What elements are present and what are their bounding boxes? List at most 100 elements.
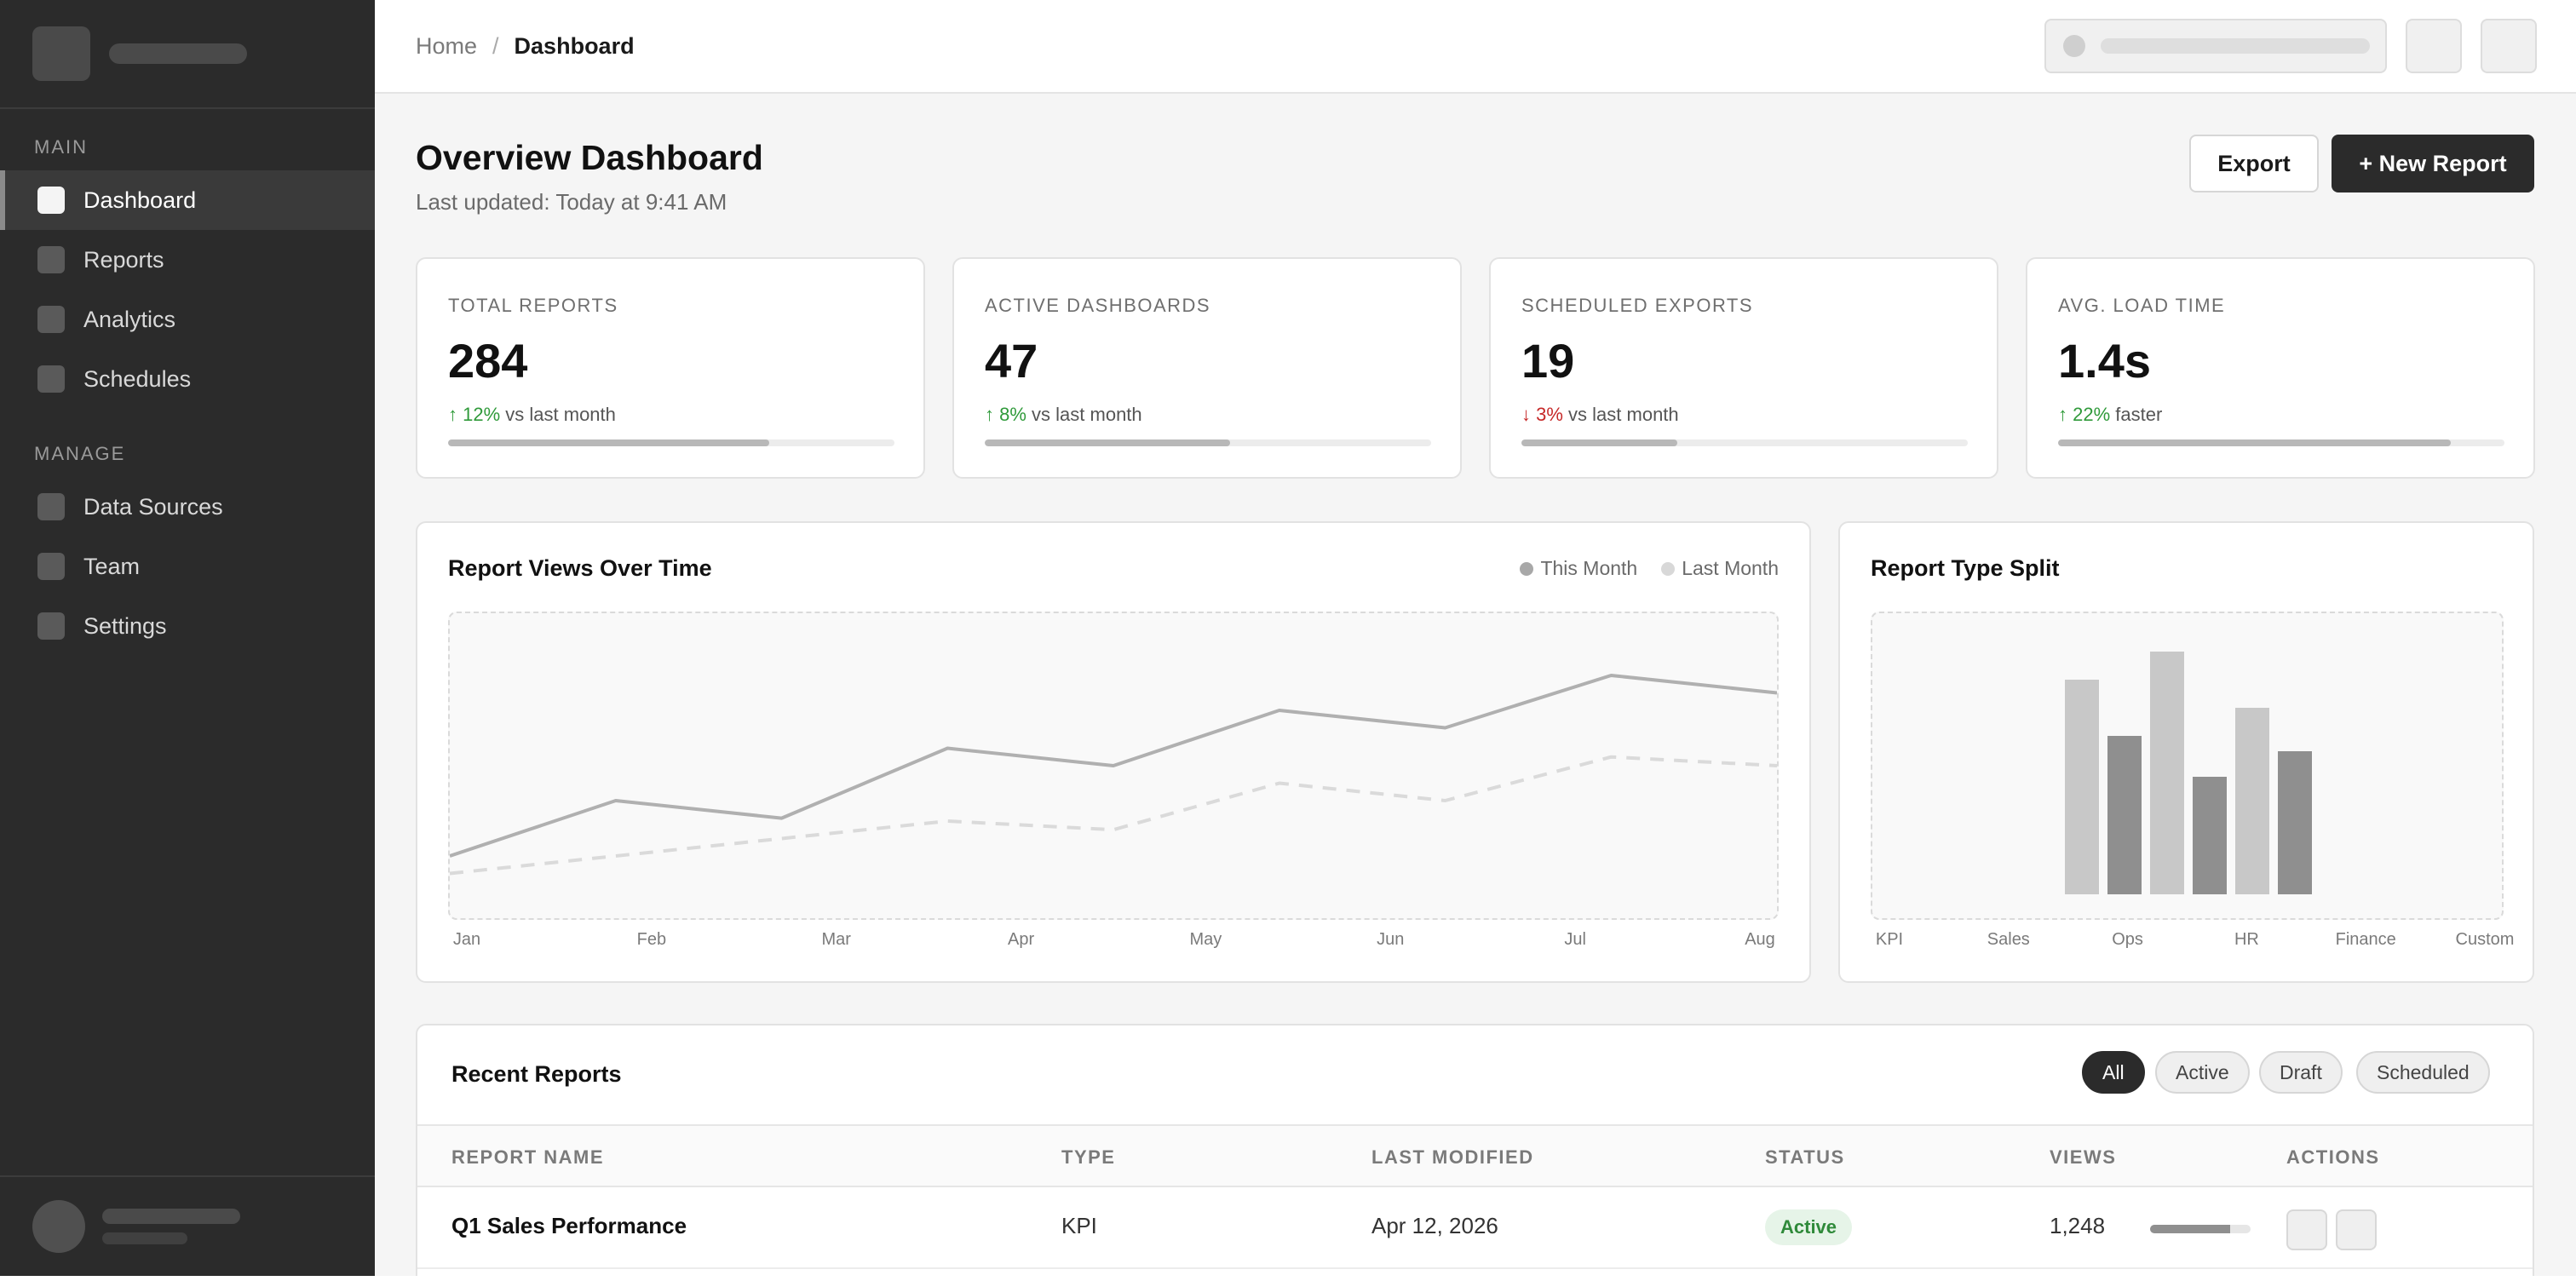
trend-value: ↑ 8% [985,404,1026,425]
chart-legend: This Month Last Month [1496,557,1779,580]
last-updated: Last updated: Today at 9:41 AM [416,189,727,215]
page-title: Overview Dashboard [416,138,763,177]
filter-all[interactable]: All [2082,1051,2145,1094]
new-report-button[interactable]: + New Report [2332,135,2534,192]
notifications-button[interactable] [2406,19,2462,73]
x-tick-label: Feb [636,930,667,949]
column-header-last-modified[interactable]: LAST MODIFIED [1371,1146,1534,1168]
user-role-placeholder [102,1232,187,1244]
sidebar-item-analytics[interactable]: Analytics [0,290,375,349]
column-header-type[interactable]: TYPE [1061,1146,1116,1168]
search-input[interactable] [2044,19,2387,73]
filter-active[interactable]: Active [2155,1051,2250,1094]
sidebar-item-data-sources[interactable]: Data Sources [0,477,375,537]
breadcrumb-current: Dashboard [514,32,635,59]
stat-card-total-reports: TOTAL REPORTS 284 ↑ 12% vs last month [416,257,925,479]
recent-reports-title: Recent Reports [451,1061,622,1087]
sidebar-item-label: Reports [83,246,164,273]
column-header-name[interactable]: REPORT NAME [451,1146,605,1168]
app-logo[interactable] [32,26,90,81]
bar-4[interactable] [2235,708,2269,894]
bar-chart [2065,652,2312,894]
report-type: KPI [1061,1213,1097,1238]
stat-trend: ↑ 8% vs last month [985,402,1429,428]
bar-5[interactable] [2278,751,2312,894]
avatar[interactable] [32,1200,85,1253]
series-line-this-month [450,674,1777,858]
bar-3[interactable] [2193,777,2227,894]
sidebar-item-reports[interactable]: Reports [0,230,375,290]
report-name[interactable]: Q1 Sales Performance [451,1213,687,1238]
trend-value: ↑ 22% [2058,404,2111,425]
legend-label: Last Month [1682,557,1779,579]
category-label-kpi: KPI [1875,930,1904,949]
trend-value: ↑ 12% [448,404,501,425]
filter-scheduled[interactable]: Scheduled [2356,1051,2490,1094]
sidebar-section-main: MAIN [34,136,88,158]
trend-text: faster [2115,404,2163,425]
more-actions-button[interactable] [2336,1209,2377,1250]
sidebar-brand [0,0,375,109]
bar-0[interactable] [2065,680,2099,894]
user-info-placeholder [102,1209,240,1244]
column-header-views[interactable]: VIEWS [2050,1146,2117,1168]
bar-plot-area [1871,612,2504,920]
main-content: Home / Dashboard Overview Dashboard Last… [375,0,2576,1276]
x-tick-label: Apr [1008,930,1035,949]
sidebar-item-label: Settings [83,612,167,639]
views-bar [2150,1225,2251,1233]
table-row[interactable]: Q1 Sales Performance KPI Apr 12, 2026 Ac… [417,1187,2533,1269]
x-tick-label: May [1189,930,1222,949]
sidebar-section-manage: MANAGE [34,443,126,464]
team-icon [37,553,65,580]
sidebar-item-schedules[interactable]: Schedules [0,349,375,409]
category-label-ops: Ops [2112,930,2143,949]
sidebar-item-settings[interactable]: Settings [0,596,375,656]
sidebar-item-team[interactable]: Team [0,537,375,596]
legend-item-this-month[interactable]: This Month [1520,557,1637,580]
user-profile[interactable] [0,1175,375,1276]
trend-text: vs last month [1032,404,1142,425]
report-modified: Apr 12, 2026 [1371,1213,1498,1238]
schedules-icon [37,365,65,393]
sidebar-item-dashboard[interactable]: Dashboard [0,170,375,230]
help-button[interactable] [2481,19,2537,73]
stat-progress [2058,439,2504,446]
legend-swatch [1520,561,1534,576]
category-label-sales: Sales [1987,930,2030,949]
stat-trend: ↑ 22% faster [2058,402,2503,428]
filter-draft[interactable]: Draft [2259,1051,2343,1094]
stat-card-scheduled-exports: SCHEDULED EXPORTS 19 ↓ 3% vs last month [1489,257,1998,479]
series-line-last-month [450,755,1777,876]
stat-progress-fill [448,439,770,446]
stat-label: SCHEDULED EXPORTS [1521,295,1754,316]
search-placeholder [2101,38,2370,54]
export-button[interactable]: Export [2189,135,2319,192]
sidebar-item-label: Analytics [83,306,176,332]
legend-item-last-month[interactable]: Last Month [1661,557,1779,580]
user-name-placeholder [102,1209,240,1224]
stat-value: 47 [985,334,1038,388]
bar-2[interactable] [2150,652,2184,894]
settings-icon [37,612,65,640]
sidebar: MAIN Dashboard Reports Analytics Schedul… [0,0,375,1276]
bar-1[interactable] [2107,736,2142,894]
sidebar-item-label: Data Sources [83,493,223,520]
category-label-hr: HR [2234,930,2259,949]
x-tick-label: Jul [1564,930,1586,949]
view-report-button[interactable] [2286,1209,2327,1250]
column-header-actions: ACTIONS [2286,1146,2380,1168]
x-tick-label: Mar [821,930,851,949]
status-badge: Active [1765,1209,1853,1245]
recent-reports-card: Recent Reports All Active Draft Schedule… [416,1024,2534,1276]
sidebar-item-label: Dashboard [83,187,197,213]
x-tick-label: Jan [452,930,481,949]
stat-card-active-dashboards: ACTIVE DASHBOARDS 47 ↑ 8% vs last month [952,257,1462,479]
stat-progress [448,439,894,446]
column-header-status[interactable]: STATUS [1765,1146,1845,1168]
breadcrumb-home[interactable]: Home [416,32,478,59]
stat-label: TOTAL REPORTS [448,295,618,316]
line-plot-area [448,612,1779,920]
x-tick-label: Jun [1377,930,1405,949]
